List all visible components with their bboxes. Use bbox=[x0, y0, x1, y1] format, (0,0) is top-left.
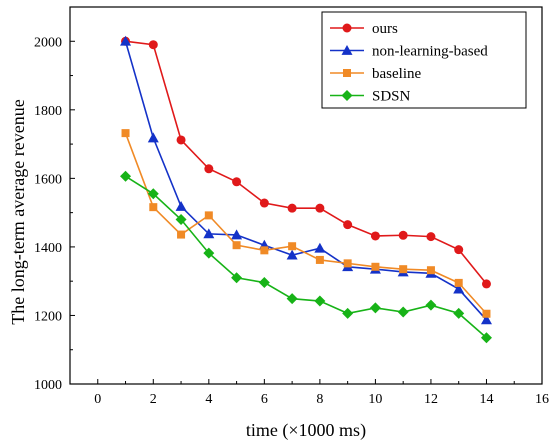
data-point bbox=[397, 306, 409, 318]
legend-entry: SDSN bbox=[330, 89, 411, 105]
legend-label: SDSN bbox=[372, 89, 411, 105]
series-3 bbox=[120, 170, 492, 344]
legend-marker bbox=[341, 90, 353, 101]
y-axis: 1000 1200 1400 1600 1800 2000 bbox=[34, 35, 75, 393]
series-layer bbox=[120, 35, 492, 344]
data-point bbox=[343, 220, 353, 230]
x-tick-label: 4 bbox=[205, 392, 212, 407]
data-point bbox=[204, 211, 213, 220]
data-point bbox=[314, 242, 326, 253]
y-tick-label: 1600 bbox=[34, 172, 62, 187]
y-tick-label: 1000 bbox=[34, 378, 62, 393]
data-point bbox=[426, 232, 436, 242]
y-tick-label: 1400 bbox=[34, 241, 62, 256]
data-point bbox=[232, 177, 242, 187]
data-point bbox=[453, 283, 465, 294]
legend-label: non-learning-based bbox=[372, 44, 488, 60]
data-point bbox=[176, 135, 186, 145]
data-point bbox=[231, 272, 243, 284]
x-tick-label: 14 bbox=[479, 392, 493, 407]
data-point bbox=[120, 35, 132, 46]
series-line bbox=[125, 175, 487, 339]
data-point bbox=[203, 247, 215, 259]
y-axis-label: The long-term average revenue bbox=[8, 99, 28, 324]
data-point bbox=[177, 230, 186, 239]
data-point bbox=[314, 295, 326, 307]
data-point bbox=[342, 307, 354, 319]
x-tick-label: 0 bbox=[94, 392, 101, 407]
data-point bbox=[454, 245, 464, 255]
data-point bbox=[454, 278, 463, 287]
data-point bbox=[453, 307, 465, 319]
data-point bbox=[175, 213, 187, 225]
legend-marker bbox=[343, 69, 351, 77]
series-line bbox=[125, 40, 488, 285]
data-point bbox=[371, 262, 380, 271]
data-point bbox=[147, 188, 159, 200]
data-point bbox=[120, 170, 132, 182]
legend-marker bbox=[341, 45, 353, 55]
x-axis: 0 2 4 6 8 10 12 14 16 bbox=[94, 379, 549, 407]
x-tick-label: 12 bbox=[424, 392, 438, 407]
data-point bbox=[481, 279, 491, 289]
data-point bbox=[287, 203, 297, 213]
data-point bbox=[147, 132, 159, 143]
x-tick-label: 10 bbox=[368, 392, 382, 407]
data-point bbox=[480, 332, 492, 344]
legend-entry: non-learning-based bbox=[330, 44, 488, 60]
plot-border bbox=[69, 6, 543, 385]
series-line bbox=[124, 132, 488, 315]
data-point bbox=[232, 241, 241, 250]
legend-entry: ours bbox=[330, 21, 398, 37]
data-point bbox=[149, 203, 158, 212]
y-tick-label: 1800 bbox=[34, 104, 62, 119]
legend: ours non-learning-based baseline SDSN bbox=[321, 11, 527, 109]
x-tick-label: 16 bbox=[535, 392, 549, 407]
data-point bbox=[258, 277, 270, 289]
data-point bbox=[399, 265, 408, 274]
series-2 bbox=[121, 129, 491, 318]
x-tick-label: 8 bbox=[316, 392, 323, 407]
data-point bbox=[482, 309, 491, 318]
data-point bbox=[148, 40, 158, 50]
plot-area bbox=[69, 6, 543, 385]
legend-marker bbox=[342, 23, 352, 33]
legend-label: baseline bbox=[372, 66, 421, 82]
data-point bbox=[286, 249, 298, 260]
x-tick-label: 2 bbox=[150, 392, 157, 407]
y-tick-label: 1200 bbox=[34, 309, 62, 324]
data-point bbox=[203, 228, 215, 239]
data-point bbox=[370, 231, 380, 241]
data-point bbox=[425, 299, 437, 311]
data-point bbox=[480, 314, 492, 325]
data-point bbox=[288, 242, 297, 251]
data-point bbox=[259, 198, 269, 208]
data-point bbox=[260, 246, 269, 255]
x-axis-label: time (×1000 ms) bbox=[246, 420, 366, 441]
data-point bbox=[398, 230, 408, 240]
data-point bbox=[343, 259, 352, 268]
legend-label: ours bbox=[372, 21, 398, 37]
series-line bbox=[124, 41, 488, 321]
legend-entry: baseline bbox=[330, 66, 421, 82]
x-tick-label: 6 bbox=[261, 392, 268, 407]
data-point bbox=[121, 129, 130, 138]
data-point bbox=[315, 255, 324, 264]
y-tick-label: 2000 bbox=[34, 35, 62, 50]
data-point bbox=[286, 293, 298, 305]
data-point bbox=[426, 266, 435, 275]
data-point bbox=[204, 164, 214, 174]
data-point bbox=[315, 203, 325, 213]
data-point bbox=[231, 229, 243, 240]
data-point bbox=[175, 200, 187, 211]
legend-box bbox=[321, 11, 527, 109]
data-point bbox=[369, 302, 381, 314]
